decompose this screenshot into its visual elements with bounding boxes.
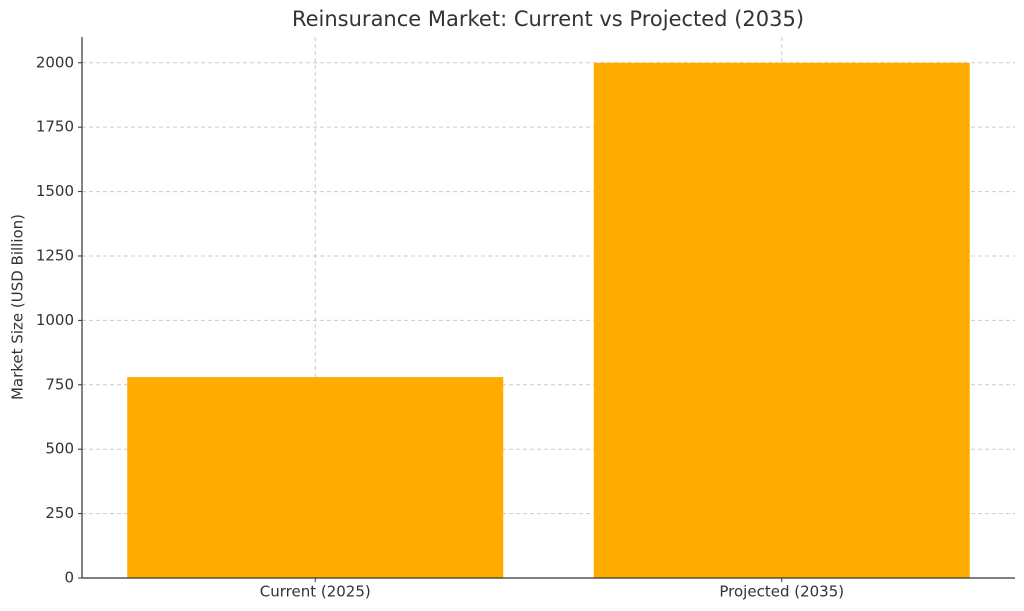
bar — [127, 377, 504, 578]
x-tick-label: Current (2025) — [260, 583, 371, 601]
y-tick-label: 750 — [45, 375, 74, 393]
y-tick-label: 1250 — [36, 246, 74, 264]
y-axis-label: Market Size (USD Billion) — [9, 214, 27, 400]
y-tick-label: 2000 — [36, 53, 74, 71]
chart-title: Reinsurance Market: Current vs Projected… — [292, 7, 804, 31]
y-tick-label: 500 — [45, 440, 74, 458]
bar — [593, 62, 970, 579]
y-tick-label: 250 — [45, 504, 74, 522]
x-tick-label: Projected (2035) — [719, 583, 844, 601]
y-tick-label: 0 — [64, 569, 74, 587]
y-tick-label: 1000 — [36, 311, 74, 329]
y-tick-label: 1750 — [36, 118, 74, 136]
y-tick-label: 1500 — [36, 182, 74, 200]
